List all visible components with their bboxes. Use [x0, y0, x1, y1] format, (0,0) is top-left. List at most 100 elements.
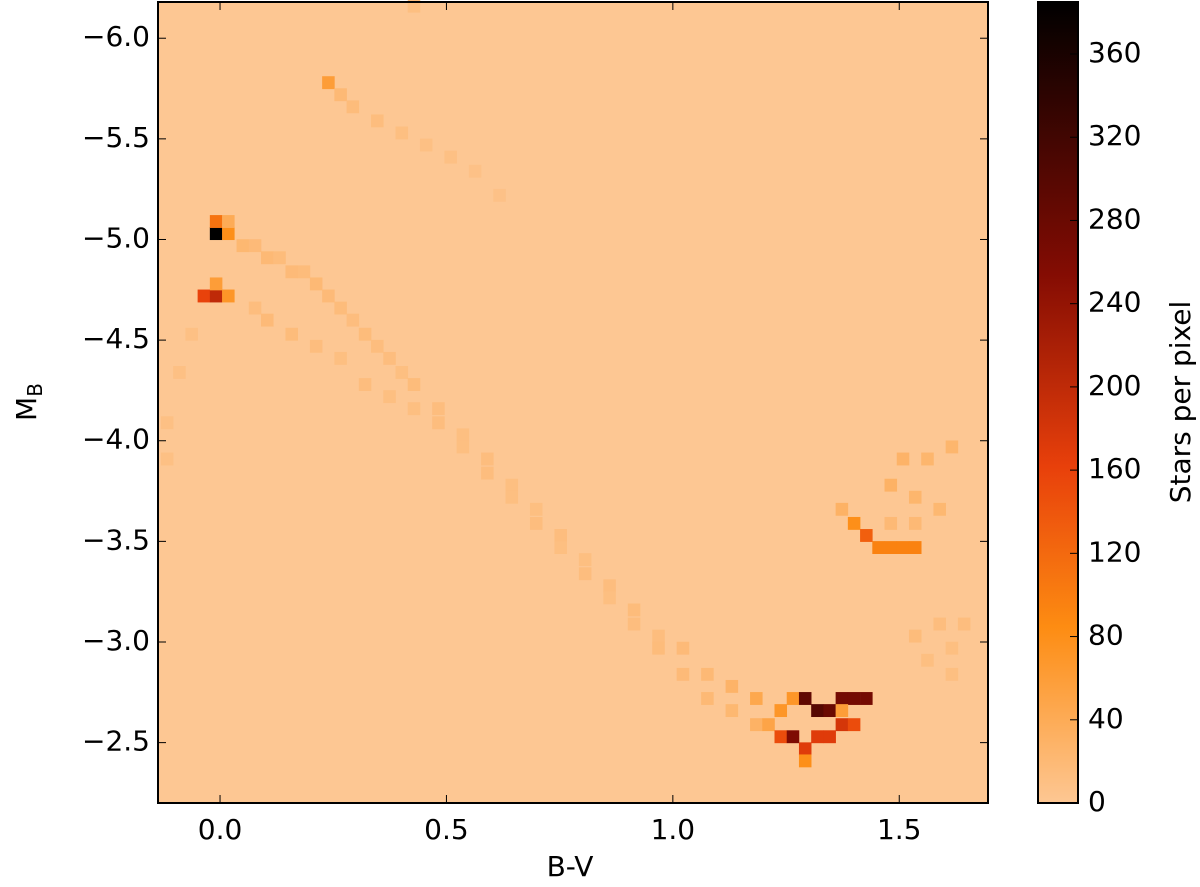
heatmap-cell: [774, 704, 788, 718]
heatmap-cell: [236, 239, 250, 253]
heatmap-cell: [222, 289, 235, 303]
colorbar-tick-label: 200: [1088, 369, 1141, 402]
heatmap-cell: [273, 251, 286, 265]
plot-area: [158, 0, 988, 803]
x-tick-label: 0.0: [198, 813, 243, 846]
heatmap-cell: [529, 516, 543, 530]
heatmap-cell: [197, 289, 211, 303]
heatmap-cell: [798, 742, 812, 756]
heatmap-cell: [209, 277, 223, 291]
y-tick-label: −3.0: [82, 624, 150, 657]
y-tick-label: −5.5: [82, 121, 150, 154]
heatmap-cell: [798, 692, 812, 705]
heatmap-cell: [676, 641, 690, 655]
heatmap-cell: [774, 730, 788, 744]
heatmap-cell: [261, 313, 274, 327]
heatmap-cell: [334, 351, 347, 365]
heatmap-cell: [322, 289, 335, 303]
heatmap-cell: [847, 692, 861, 705]
heatmap-cell: [884, 478, 898, 492]
heatmap-cell: [160, 416, 174, 430]
colorbar-tick-label: 360: [1088, 36, 1141, 69]
heatmap-cell: [750, 692, 763, 705]
heatmap-cell: [957, 617, 971, 631]
heatmap-cell: [603, 579, 616, 593]
y-tick-label: −3.5: [82, 523, 150, 556]
x-tick-label: 0.5: [424, 813, 469, 846]
colorbar-tick-label: 0: [1088, 785, 1106, 818]
heatmap-cell: [334, 301, 347, 315]
heatmap-cell: [884, 541, 898, 554]
y-tick-label: −4.5: [82, 322, 150, 355]
heatmap-cell: [285, 265, 298, 279]
heatmap-cell: [432, 416, 445, 430]
heatmap-cell: [823, 730, 836, 744]
heatmap-cell: [346, 313, 360, 327]
heatmap-cell: [835, 718, 849, 732]
heatmap-cell: [908, 541, 922, 554]
heatmap-cell: [762, 718, 775, 732]
x-tick-label: 1.5: [877, 813, 922, 846]
heatmap-cell: [725, 679, 739, 693]
heatmap-cell: [468, 164, 482, 178]
heatmap-cell: [222, 227, 235, 241]
heatmap-cell: [505, 478, 519, 492]
heatmap-cell: [896, 541, 910, 554]
heatmap-cell: [395, 126, 409, 140]
heatmap-cell: [493, 188, 506, 202]
heatmap-cell: [835, 704, 849, 718]
heatmap-cell: [701, 692, 714, 705]
heatmap-cell: [701, 667, 714, 681]
heatmap-cell: [811, 730, 824, 744]
heatmap-cell: [750, 718, 763, 732]
heatmap-cell: [209, 215, 223, 228]
heatmap-cell: [945, 667, 959, 681]
x-tick-label: 1.0: [651, 813, 696, 846]
heatmap-cell: [884, 516, 898, 530]
heatmap-cell: [358, 378, 372, 391]
heatmap-cell: [603, 591, 616, 605]
heatmap-cell: [456, 440, 470, 454]
heatmap-cell: [627, 603, 641, 617]
y-tick-label: −5.0: [82, 221, 150, 254]
colorbar-tick-label: 80: [1088, 619, 1124, 652]
heatmap-cell: [248, 301, 262, 315]
heatmap-cell: [185, 327, 198, 341]
y-tick-label: −6.0: [82, 20, 150, 53]
heatmap-cell: [933, 502, 946, 516]
heatmap-cell: [346, 100, 360, 114]
heatmap-cell: [297, 265, 311, 279]
heatmap-cell: [160, 452, 174, 466]
heatmap-cell: [285, 327, 298, 341]
heatmap-cell: [652, 641, 665, 655]
heatmap-cell: [383, 390, 396, 404]
heatmap-cell: [309, 277, 323, 291]
heatmap-cell: [481, 466, 494, 480]
heatmap-cell: [407, 0, 421, 13]
heatmap-cell: [823, 704, 836, 718]
heatmap-cell: [505, 490, 519, 504]
heatmap-cell: [908, 516, 922, 530]
x-axis-label: B-V: [547, 850, 594, 883]
y-axis-label-sub: B: [23, 383, 47, 397]
heatmap-cell: [725, 704, 739, 718]
heatmap-cell: [835, 502, 849, 516]
colorbar-tick-label: 40: [1088, 702, 1124, 735]
heatmap-cell: [933, 617, 946, 631]
heatmap-cell: [261, 251, 274, 265]
heatmap-cell: [921, 653, 934, 667]
heatmap-cell: [627, 617, 641, 631]
heatmap-cell: [896, 452, 910, 466]
heatmap-cell: [578, 553, 592, 567]
heatmap-cell: [798, 754, 812, 768]
heatmap-cell: [945, 440, 959, 454]
heatmap-cell: [456, 428, 470, 442]
heatmap-cell: [481, 452, 494, 466]
colorbar-tick-label: 280: [1088, 202, 1141, 235]
heatmap-cell: [322, 76, 335, 90]
heatmap-cell: [554, 541, 567, 554]
heatmap-cell: [432, 402, 445, 416]
heatmap-cell: [811, 704, 824, 718]
heatmap-cell: [554, 529, 567, 542]
